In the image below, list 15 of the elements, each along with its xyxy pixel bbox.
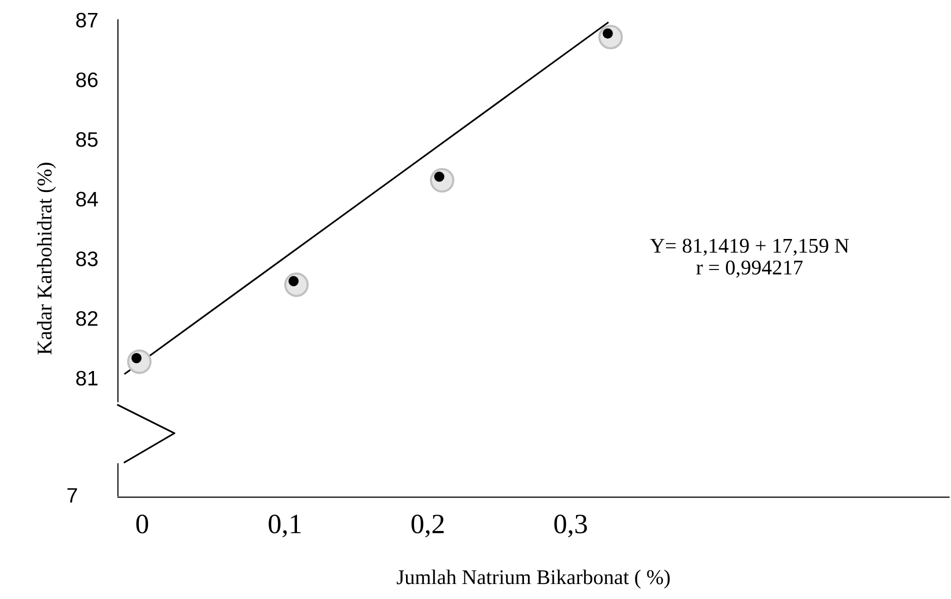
annotation: Y= 81,1419 + 17,159 N r = 0,994217 [650, 238, 849, 278]
x-tick-label: 0,1 [268, 514, 301, 538]
y-tick-label: 83 [76, 251, 98, 266]
y-tick-label: 82 [76, 311, 98, 326]
y-tick-label: 81 [76, 370, 98, 386]
y-axis-title: Kadar Karbohidrat (%) [36, 162, 56, 354]
x-axis-title: Jumlah Natrium Bikarbonat ( %) [396, 570, 670, 588]
text: 7 [67, 488, 77, 503]
y-tick-label: 87 [76, 12, 98, 28]
x-tick-label: 0,2 [412, 514, 444, 538]
y-tick-label: 84 [76, 192, 98, 207]
x-tick-label: 0 [136, 514, 148, 534]
y-tick-label: 86 [76, 72, 98, 88]
y-tick-label: 85 [76, 132, 98, 147]
x-tick-label: 0,3 [554, 514, 587, 538]
